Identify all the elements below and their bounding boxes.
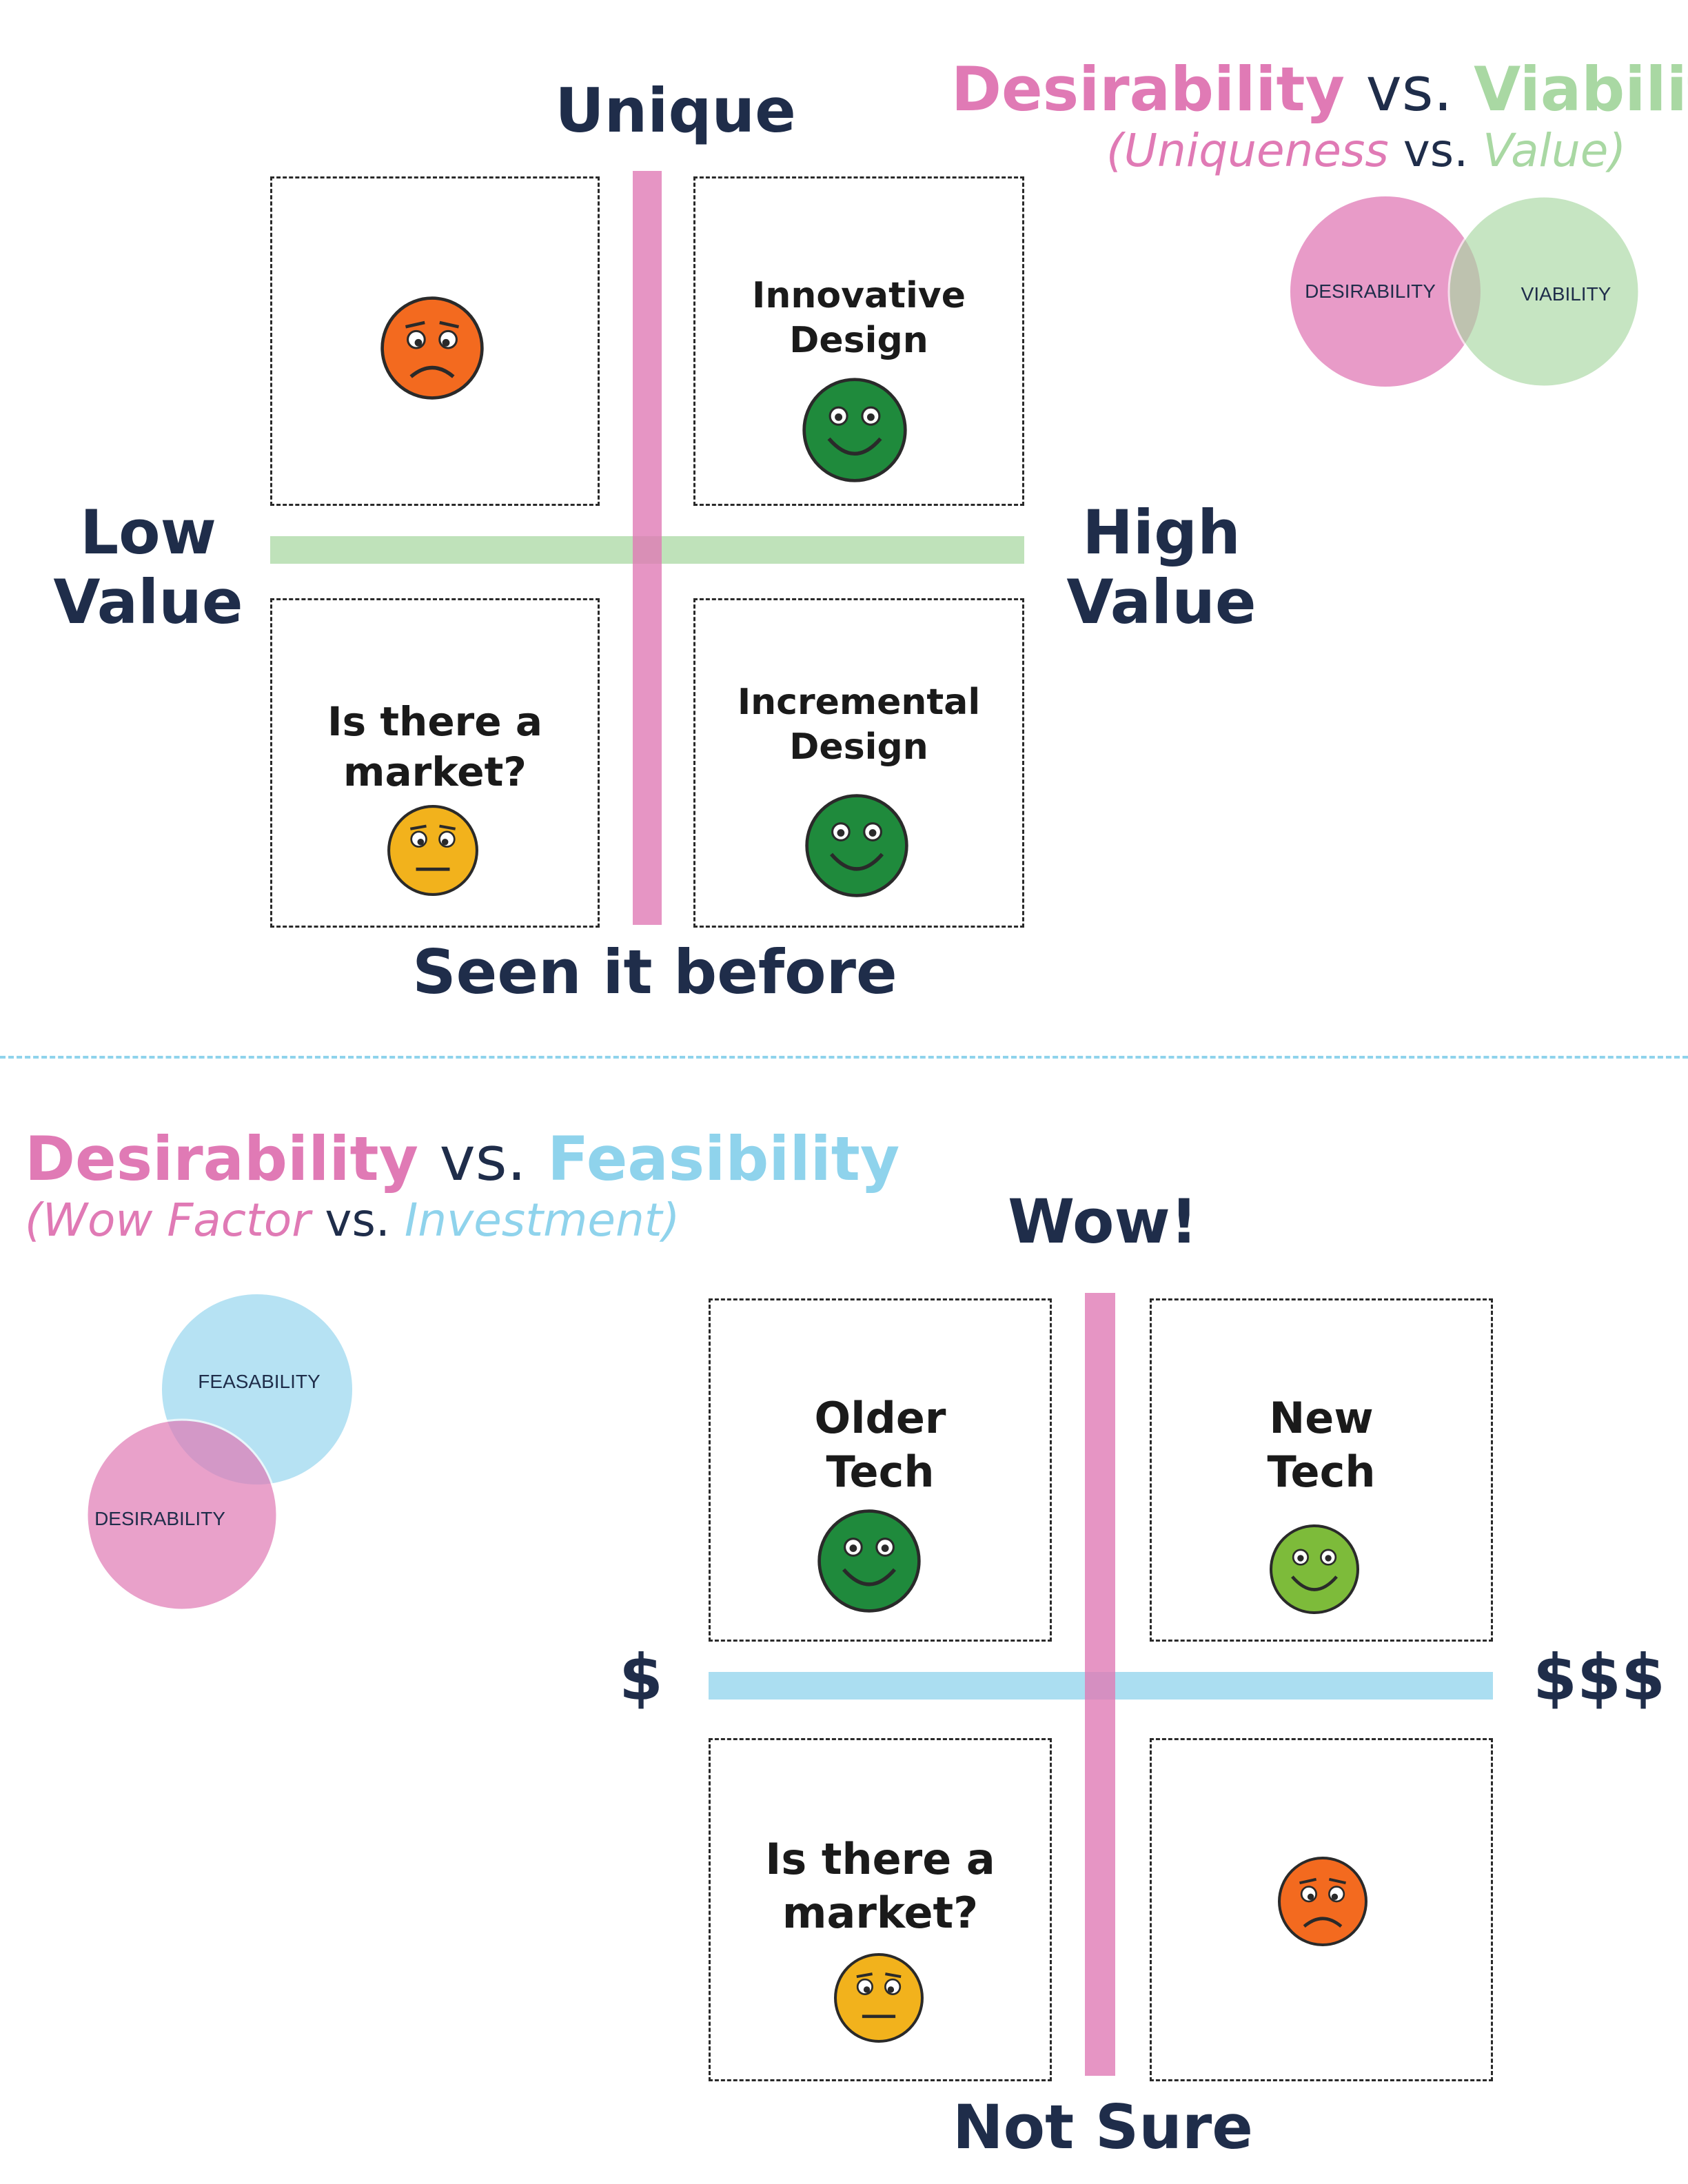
quadrant-text-line: market?: [782, 1887, 979, 1938]
quadrant-text-line: Tech: [1267, 1446, 1376, 1497]
bottom-vertical-axis-bar: [1085, 1293, 1115, 2076]
top-axis-right-line1: High: [1082, 497, 1241, 568]
quadrant-text-line: Design: [789, 320, 928, 361]
top-subtitle-vs: vs.: [1403, 124, 1469, 177]
worried-yellow-face-icon: [834, 1953, 924, 2043]
quadrant-text-line: market?: [343, 748, 527, 795]
quadrant-text-line: Design: [789, 726, 928, 768]
bottom-axis-bottom-label: Not Sure: [953, 2092, 1253, 2163]
top-axis-left-line2: Value: [53, 567, 243, 638]
bottom-subtitle-investment: Investment: [404, 1194, 662, 1247]
venn-label-viability: VIABILITY: [1521, 283, 1611, 305]
quadrant-text-line: Is there a: [765, 1834, 995, 1884]
bottom-quadrant-bottom-left: Is there a market?: [709, 1738, 1052, 2081]
bottom-venn-diagram: FEASABILITY DESIRABILITY: [85, 1294, 352, 1611]
quadrant-text-line: Tech: [826, 1446, 935, 1497]
bottom-subtitle-close: ): [662, 1194, 680, 1247]
bottom-title-vs: vs.: [439, 1123, 527, 1194]
happy-green-face-icon: [817, 1509, 921, 1613]
top-subtitle-close: ): [1608, 124, 1627, 177]
top-title: Desirability vs. Viability: [951, 54, 1688, 125]
sad-orange-face-icon: [1278, 1857, 1367, 1946]
top-title-vs: vs.: [1365, 54, 1453, 125]
quadrant-text-line: New: [1269, 1393, 1374, 1443]
top-quadrant-bottom-left: Is there a market?: [270, 598, 600, 928]
happy-green-face-icon: [805, 794, 908, 897]
happy-light-green-face-icon: [1270, 1524, 1359, 1614]
top-axis-left-line1: Low: [80, 497, 216, 568]
top-axis-left-label: Low Value: [41, 498, 255, 637]
quadrant-text-line: Older: [814, 1393, 946, 1443]
top-venn-diagram: DESIRABILITY VIABILITY: [1290, 195, 1640, 388]
top-axis-right-label: High Value: [1048, 498, 1275, 637]
section-divider: [0, 1056, 1688, 1059]
top-subtitle-uniqueness: Uniqueness: [1123, 124, 1389, 177]
bottom-title-feasibility: Feasibility: [547, 1123, 900, 1194]
venn-label-feasability: FEASABILITY: [198, 1371, 321, 1392]
top-subtitle-open: (: [1106, 124, 1124, 177]
top-vertical-axis-bar: [633, 171, 662, 925]
top-quadrant-bottom-right-text: Incremental Design: [695, 680, 1022, 770]
top-quadrant-top-right-text: Innovative Design: [695, 274, 1022, 363]
top-axis-right-line2: Value: [1066, 567, 1257, 638]
bottom-axis-left-label: $: [618, 1641, 663, 1715]
top-quadrant-top-right: Innovative Design: [693, 176, 1024, 506]
worried-yellow-face-icon: [387, 805, 478, 896]
bottom-subtitle-open: (: [25, 1194, 43, 1247]
bottom-quadrant-top-left-text: Older Tech: [711, 1391, 1050, 1498]
top-subtitle: (Uniqueness vs. Value): [1106, 124, 1626, 177]
bottom-subtitle-wow-factor: Wow Factor: [42, 1194, 311, 1247]
bottom-subtitle-vs: vs.: [325, 1194, 390, 1247]
bottom-subtitle: (Wow Factor vs. Investment): [25, 1194, 680, 1247]
quadrant-text-line: Is there a: [327, 698, 542, 745]
bottom-title-desirability: Desirability: [25, 1123, 418, 1194]
venn-circle-viability: [1447, 195, 1640, 388]
bottom-quadrant-top-right-text: New Tech: [1152, 1391, 1491, 1498]
venn-label-desirability: DESIRABILITY: [94, 1508, 225, 1529]
top-axis-bottom-label: Seen it before: [412, 937, 897, 1008]
top-title-viability: Viability: [1474, 54, 1688, 125]
bottom-quadrant-top-right: New Tech: [1150, 1298, 1493, 1642]
bottom-title: Desirability vs. Feasibility: [25, 1123, 899, 1194]
sad-orange-face-icon: [380, 296, 484, 400]
venn-circle-desirability: [85, 1418, 278, 1611]
quadrant-text-line: Incremental: [737, 682, 981, 723]
bottom-quadrant-bottom-right: [1150, 1738, 1493, 2081]
top-quadrant-top-left: [270, 176, 600, 506]
bottom-quadrant-bottom-left-text: Is there a market?: [711, 1833, 1050, 1939]
top-quadrant-bottom-left-text: Is there a market?: [272, 697, 598, 797]
top-title-desirability: Desirability: [951, 54, 1345, 125]
bottom-axis-top-label: Wow!: [1008, 1186, 1198, 1257]
bottom-axis-right-label: $$$: [1532, 1641, 1666, 1715]
venn-label-desirability: DESIRABILITY: [1305, 280, 1436, 302]
venn-circle-desirability: [1290, 196, 1481, 387]
quadrant-text-line: Innovative: [752, 275, 966, 316]
top-subtitle-value: Value: [1483, 124, 1609, 177]
bottom-quadrant-top-left: Older Tech: [709, 1298, 1052, 1642]
top-axis-top-label: Unique: [555, 75, 796, 146]
top-quadrant-bottom-right: Incremental Design: [693, 598, 1024, 928]
happy-green-face-icon: [802, 378, 907, 482]
